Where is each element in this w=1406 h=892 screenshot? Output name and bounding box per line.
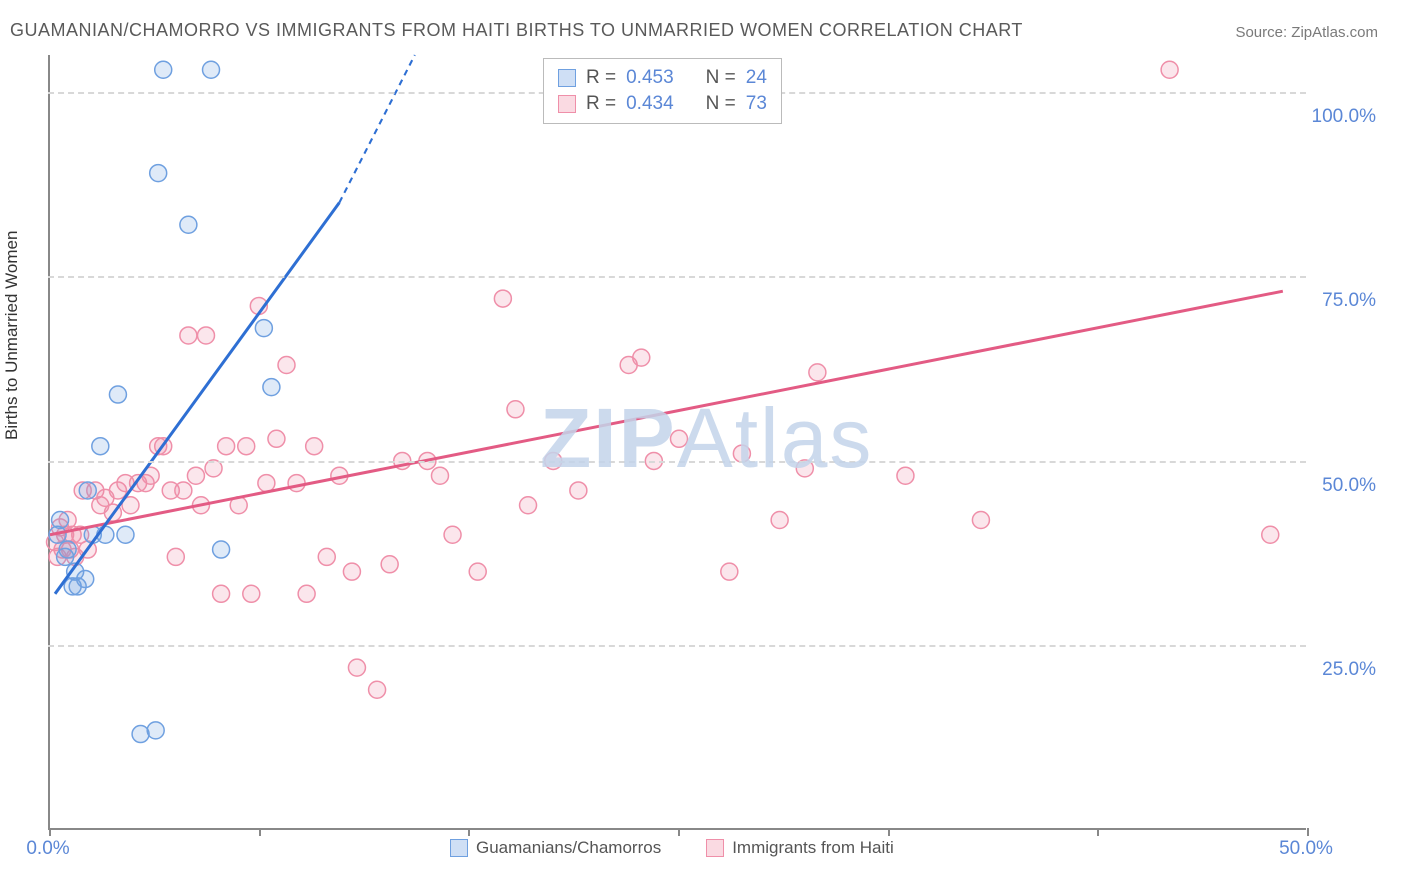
r-label: R = bbox=[586, 67, 616, 89]
ytick-label: 25.0% bbox=[1322, 659, 1376, 681]
data-point bbox=[258, 475, 275, 492]
swatch-series2-icon bbox=[558, 95, 576, 113]
data-point bbox=[972, 512, 989, 529]
data-point bbox=[263, 379, 280, 396]
n-label: N = bbox=[706, 93, 736, 115]
series2-name: Immigrants from Haiti bbox=[732, 838, 894, 858]
swatch-series2-icon bbox=[706, 839, 724, 857]
data-point bbox=[733, 445, 750, 462]
data-point bbox=[213, 541, 230, 558]
data-point bbox=[444, 526, 461, 543]
data-point bbox=[633, 349, 650, 366]
data-point bbox=[348, 659, 365, 676]
data-point bbox=[167, 548, 184, 565]
data-point bbox=[203, 61, 220, 78]
data-point bbox=[520, 497, 537, 514]
data-point bbox=[1161, 61, 1178, 78]
xtick bbox=[49, 828, 51, 836]
trend-line bbox=[339, 55, 414, 203]
swatch-series1-icon bbox=[558, 69, 576, 87]
data-point bbox=[343, 563, 360, 580]
data-point bbox=[147, 722, 164, 739]
data-point bbox=[243, 585, 260, 602]
series1-name: Guamanians/Chamorros bbox=[476, 838, 661, 858]
data-point bbox=[59, 541, 76, 558]
xtick bbox=[259, 828, 261, 836]
legend-row-series1: R = 0.453 N = 24 bbox=[558, 65, 767, 91]
legend-row-series2: R = 0.434 N = 73 bbox=[558, 91, 767, 117]
xtick bbox=[1307, 828, 1309, 836]
data-point bbox=[197, 327, 214, 344]
xtick bbox=[678, 828, 680, 836]
data-point bbox=[1262, 526, 1279, 543]
gridline bbox=[48, 276, 1306, 278]
data-point bbox=[288, 475, 305, 492]
data-point bbox=[298, 585, 315, 602]
data-point bbox=[187, 467, 204, 484]
legend-series: Guamanians/Chamorros Immigrants from Hai… bbox=[450, 838, 894, 858]
swatch-series1-icon bbox=[450, 839, 468, 857]
data-point bbox=[79, 482, 96, 499]
data-point bbox=[897, 467, 914, 484]
xtick bbox=[888, 828, 890, 836]
data-point bbox=[255, 320, 272, 337]
data-point bbox=[369, 681, 386, 698]
data-point bbox=[180, 327, 197, 344]
chart-title: GUAMANIAN/CHAMORRO VS IMMIGRANTS FROM HA… bbox=[10, 20, 1023, 41]
n-label: N = bbox=[706, 67, 736, 89]
r-label: R = bbox=[586, 93, 616, 115]
xtick bbox=[468, 828, 470, 836]
data-point bbox=[155, 61, 172, 78]
data-point bbox=[77, 571, 94, 588]
data-point bbox=[318, 548, 335, 565]
data-point bbox=[213, 585, 230, 602]
data-point bbox=[92, 438, 109, 455]
data-point bbox=[117, 526, 134, 543]
data-point bbox=[109, 386, 126, 403]
data-point bbox=[721, 563, 738, 580]
ytick-label: 50.0% bbox=[1322, 475, 1376, 497]
y-axis-label: Births to Unmarried Women bbox=[2, 231, 22, 440]
data-point bbox=[507, 401, 524, 418]
gridline bbox=[48, 461, 1306, 463]
data-point bbox=[238, 438, 255, 455]
trend-line bbox=[50, 291, 1283, 535]
data-point bbox=[180, 216, 197, 233]
scatter-svg bbox=[50, 55, 1308, 830]
data-point bbox=[381, 556, 398, 573]
n-value: 24 bbox=[746, 67, 767, 89]
plot-area bbox=[48, 55, 1306, 830]
legend-correlation: R = 0.453 N = 24 R = 0.434 N = 73 bbox=[543, 58, 782, 124]
data-point bbox=[431, 467, 448, 484]
data-point bbox=[175, 482, 192, 499]
data-point bbox=[771, 512, 788, 529]
r-value: 0.434 bbox=[626, 93, 674, 115]
r-value: 0.453 bbox=[626, 67, 674, 89]
data-point bbox=[52, 512, 69, 529]
chart-container: GUAMANIAN/CHAMORRO VS IMMIGRANTS FROM HA… bbox=[0, 0, 1406, 892]
data-point bbox=[809, 364, 826, 381]
data-point bbox=[494, 290, 511, 307]
ytick-label: 100.0% bbox=[1312, 106, 1376, 128]
xtick-label: 0.0% bbox=[26, 838, 69, 860]
ytick-label: 75.0% bbox=[1322, 290, 1376, 312]
source-label: Source: ZipAtlas.com bbox=[1235, 24, 1378, 41]
data-point bbox=[150, 165, 167, 182]
data-point bbox=[671, 430, 688, 447]
gridline bbox=[48, 645, 1306, 647]
data-point bbox=[306, 438, 323, 455]
legend-item-series2: Immigrants from Haiti bbox=[706, 838, 894, 858]
data-point bbox=[218, 438, 235, 455]
data-point bbox=[469, 563, 486, 580]
trend-line bbox=[55, 203, 339, 594]
data-point bbox=[278, 357, 295, 374]
xtick bbox=[1097, 828, 1099, 836]
data-point bbox=[570, 482, 587, 499]
legend-item-series1: Guamanians/Chamorros bbox=[450, 838, 661, 858]
data-point bbox=[132, 726, 149, 743]
data-point bbox=[268, 430, 285, 447]
n-value: 73 bbox=[746, 93, 767, 115]
xtick-label: 50.0% bbox=[1279, 838, 1333, 860]
